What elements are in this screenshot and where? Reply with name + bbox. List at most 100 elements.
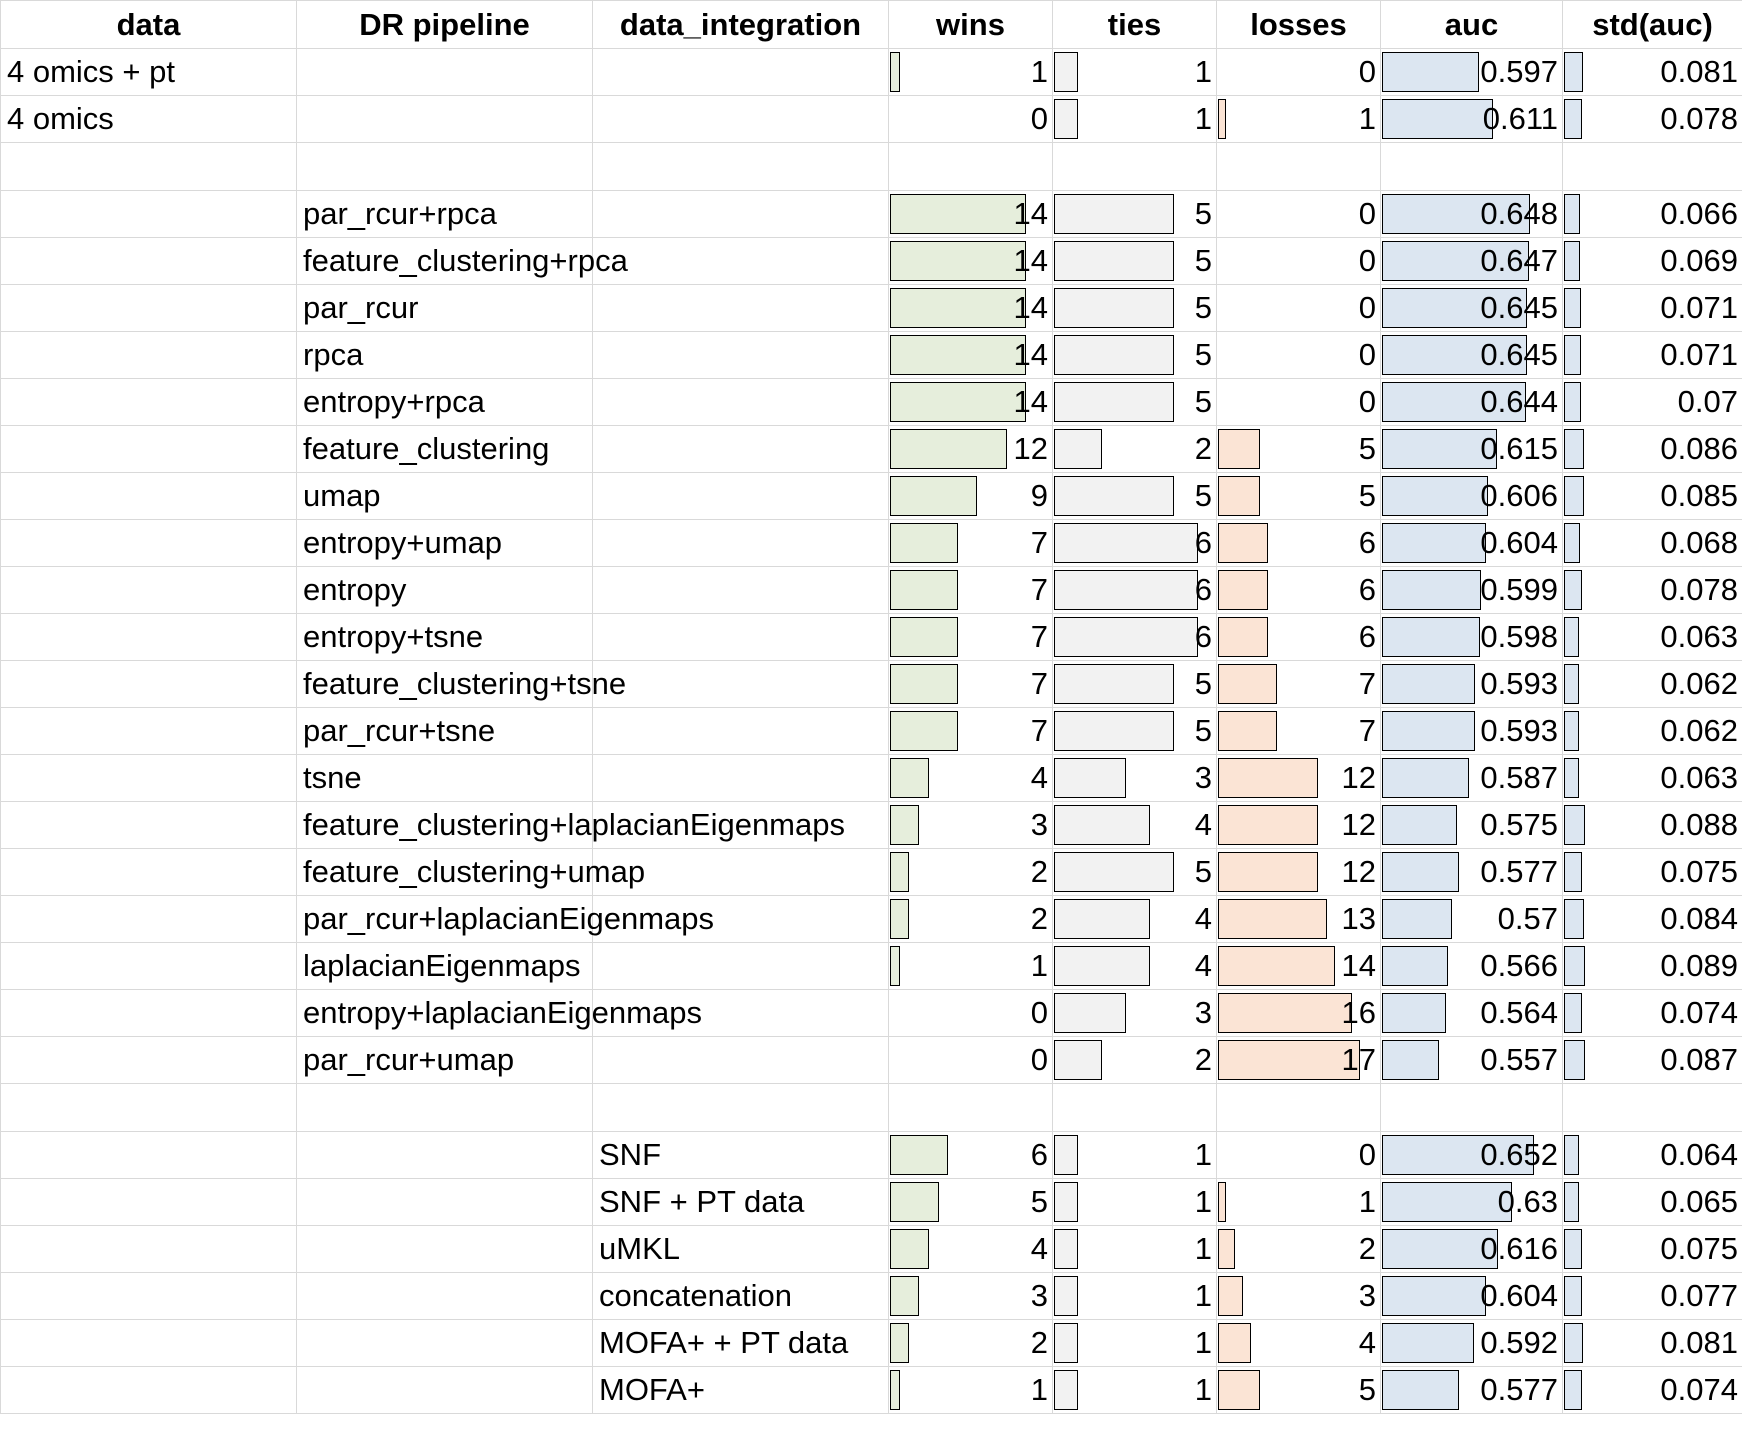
header-dr-pipeline[interactable]: DR pipeline xyxy=(296,0,593,49)
cell-auc[interactable]: 0.577 xyxy=(1380,848,1563,896)
header-auc[interactable]: auc xyxy=(1380,0,1563,49)
cell-ties[interactable]: 5 xyxy=(1052,472,1217,520)
cell-ties[interactable]: 5 xyxy=(1052,378,1217,426)
cell-auc[interactable]: 0.645 xyxy=(1380,331,1563,379)
cell-std-auc[interactable]: 0.064 xyxy=(1562,1131,1742,1179)
header-std-auc[interactable]: std(auc) xyxy=(1562,0,1742,49)
cell-auc[interactable]: 0.604 xyxy=(1380,1272,1563,1320)
cell-ties[interactable]: 4 xyxy=(1052,895,1217,943)
cell-losses[interactable]: 3 xyxy=(1216,1272,1381,1320)
cell-data-integration[interactable] xyxy=(592,95,889,143)
cell-losses[interactable]: 5 xyxy=(1216,1366,1381,1414)
cell-std-auc[interactable]: 0.075 xyxy=(1562,1225,1742,1273)
cell-dr-pipeline[interactable] xyxy=(296,95,593,143)
cell-ties[interactable]: 5 xyxy=(1052,331,1217,379)
cell-ties[interactable]: 2 xyxy=(1052,425,1217,473)
cell-dr-pipeline[interactable]: laplacianEigenmaps xyxy=(296,942,593,990)
cell-ties[interactable]: 3 xyxy=(1052,754,1217,802)
cell-dr-pipeline[interactable]: umap xyxy=(296,472,593,520)
cell-losses[interactable]: 5 xyxy=(1216,472,1381,520)
cell-ties[interactable]: 5 xyxy=(1052,848,1217,896)
cell-std-auc[interactable]: 0.089 xyxy=(1562,942,1742,990)
cell-dr-pipeline[interactable]: par_rcur xyxy=(296,284,593,332)
cell-dr-pipeline[interactable]: feature_clustering+rpca xyxy=(296,237,628,285)
cell-data[interactable] xyxy=(0,942,297,990)
cell-data[interactable] xyxy=(0,1178,297,1226)
cell-auc[interactable]: 0.566 xyxy=(1380,942,1563,990)
cell-ties[interactable]: 1 xyxy=(1052,1178,1217,1226)
cell-losses[interactable]: 7 xyxy=(1216,660,1381,708)
empty-cell[interactable] xyxy=(1216,1083,1381,1132)
cell-data[interactable] xyxy=(0,519,297,567)
cell-std-auc[interactable]: 0.074 xyxy=(1562,989,1742,1037)
empty-cell[interactable] xyxy=(1562,142,1742,191)
cell-dr-pipeline[interactable]: feature_clustering+tsne xyxy=(296,660,626,708)
cell-data[interactable] xyxy=(0,801,297,849)
cell-data-integration[interactable] xyxy=(592,801,889,849)
cell-wins[interactable]: 14 xyxy=(888,331,1053,379)
cell-losses[interactable]: 5 xyxy=(1216,425,1381,473)
cell-losses[interactable]: 14 xyxy=(1216,942,1381,990)
cell-dr-pipeline[interactable]: entropy+umap xyxy=(296,519,593,567)
cell-dr-pipeline[interactable] xyxy=(296,1225,593,1273)
cell-data-integration[interactable]: uMKL xyxy=(592,1225,889,1273)
cell-losses[interactable]: 6 xyxy=(1216,566,1381,614)
cell-losses[interactable]: 2 xyxy=(1216,1225,1381,1273)
cell-data-integration[interactable] xyxy=(592,472,889,520)
cell-wins[interactable]: 14 xyxy=(888,237,1053,285)
cell-data[interactable] xyxy=(0,613,297,661)
cell-dr-pipeline[interactable]: par_rcur+laplacianEigenmaps xyxy=(296,895,714,943)
cell-wins[interactable]: 3 xyxy=(888,801,1053,849)
empty-cell[interactable] xyxy=(296,1083,593,1132)
cell-wins[interactable]: 5 xyxy=(888,1178,1053,1226)
cell-auc[interactable]: 0.606 xyxy=(1380,472,1563,520)
cell-auc[interactable]: 0.599 xyxy=(1380,566,1563,614)
cell-wins[interactable]: 7 xyxy=(888,707,1053,755)
cell-data[interactable] xyxy=(0,660,297,708)
cell-std-auc[interactable]: 0.065 xyxy=(1562,1178,1742,1226)
cell-data[interactable] xyxy=(0,331,297,379)
cell-losses[interactable]: 0 xyxy=(1216,331,1381,379)
cell-data[interactable] xyxy=(0,378,297,426)
cell-wins[interactable]: 14 xyxy=(888,284,1053,332)
cell-losses[interactable]: 0 xyxy=(1216,237,1381,285)
cell-dr-pipeline[interactable]: par_rcur+rpca xyxy=(296,190,593,238)
cell-dr-pipeline[interactable]: par_rcur+tsne xyxy=(296,707,593,755)
cell-data-integration[interactable]: MOFA+ + PT data xyxy=(592,1319,889,1367)
cell-losses[interactable]: 12 xyxy=(1216,754,1381,802)
cell-losses[interactable]: 12 xyxy=(1216,801,1381,849)
cell-losses[interactable]: 0 xyxy=(1216,48,1381,96)
empty-cell[interactable] xyxy=(1562,1083,1742,1132)
cell-losses[interactable]: 17 xyxy=(1216,1036,1381,1084)
cell-auc[interactable]: 0.564 xyxy=(1380,989,1563,1037)
cell-std-auc[interactable]: 0.078 xyxy=(1562,95,1742,143)
cell-ties[interactable]: 6 xyxy=(1052,566,1217,614)
cell-auc[interactable]: 0.587 xyxy=(1380,754,1563,802)
cell-wins[interactable]: 1 xyxy=(888,942,1053,990)
cell-data-integration[interactable] xyxy=(592,989,889,1037)
cell-ties[interactable]: 3 xyxy=(1052,989,1217,1037)
cell-ties[interactable]: 5 xyxy=(1052,707,1217,755)
cell-ties[interactable]: 6 xyxy=(1052,613,1217,661)
cell-ties[interactable]: 4 xyxy=(1052,942,1217,990)
empty-cell[interactable] xyxy=(0,1083,297,1132)
cell-data[interactable] xyxy=(0,1319,297,1367)
cell-data-integration[interactable] xyxy=(592,190,889,238)
cell-dr-pipeline[interactable] xyxy=(296,48,593,96)
cell-std-auc[interactable]: 0.075 xyxy=(1562,848,1742,896)
cell-std-auc[interactable]: 0.086 xyxy=(1562,425,1742,473)
cell-dr-pipeline[interactable]: feature_clustering+laplacianEigenmaps xyxy=(296,801,845,849)
cell-ties[interactable]: 1 xyxy=(1052,48,1217,96)
cell-dr-pipeline[interactable]: entropy+tsne xyxy=(296,613,593,661)
cell-dr-pipeline[interactable]: entropy+rpca xyxy=(296,378,593,426)
cell-wins[interactable]: 7 xyxy=(888,566,1053,614)
cell-dr-pipeline[interactable] xyxy=(296,1131,593,1179)
cell-data-integration[interactable] xyxy=(592,237,889,285)
cell-losses[interactable]: 13 xyxy=(1216,895,1381,943)
empty-cell[interactable] xyxy=(888,1083,1053,1132)
cell-auc[interactable]: 0.644 xyxy=(1380,378,1563,426)
cell-dr-pipeline[interactable] xyxy=(296,1366,593,1414)
empty-cell[interactable] xyxy=(1216,142,1381,191)
cell-auc[interactable]: 0.647 xyxy=(1380,237,1563,285)
cell-losses[interactable]: 0 xyxy=(1216,1131,1381,1179)
